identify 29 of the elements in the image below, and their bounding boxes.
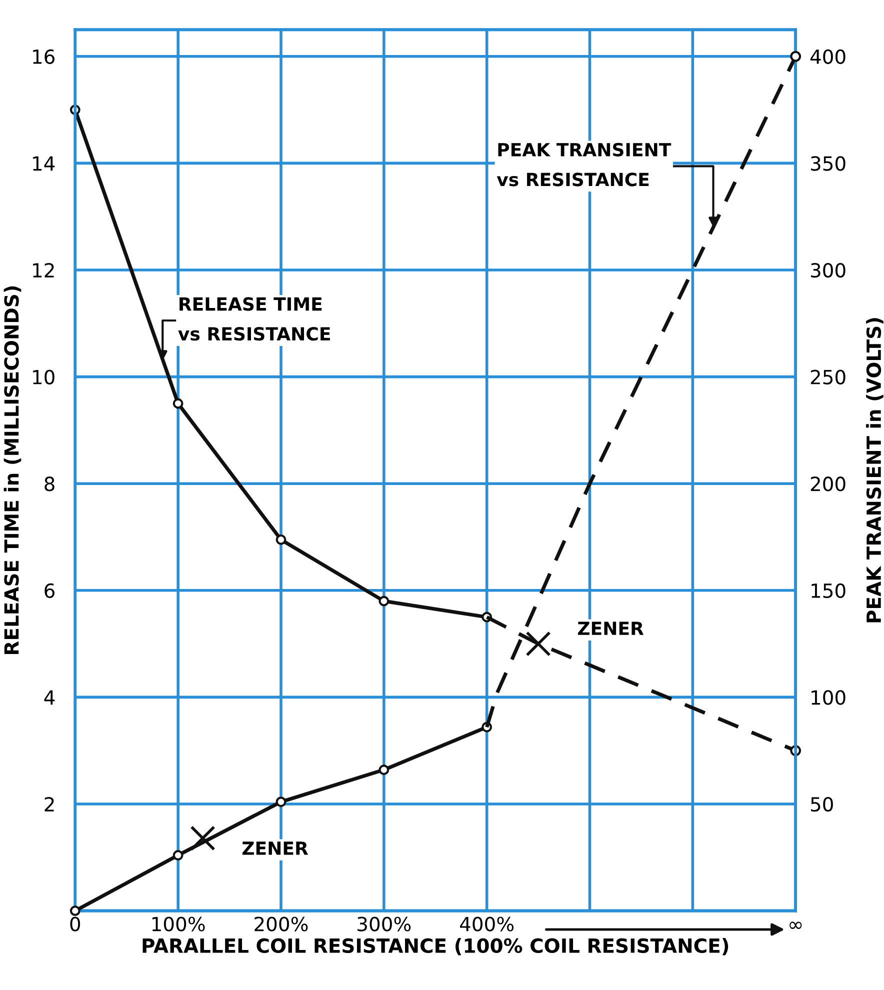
y2-tick-label: 300 <box>810 262 846 278</box>
y-tick-label: 4 <box>44 690 55 705</box>
annotation: RELEASE TIME vs RESISTANCE <box>178 297 330 341</box>
y2-tick-label: 250 <box>810 370 846 384</box>
x-tick-label: 0 <box>70 916 80 932</box>
x-tick-label: 200% <box>254 916 308 932</box>
y-tick-label: 10 <box>33 370 54 384</box>
y2-tick-label: 50 <box>810 796 833 812</box>
y2-axis-title: PEAK TRANSIENT in (VOLTS) <box>866 318 884 622</box>
y-tick-label: 14 <box>33 156 55 171</box>
x-tick-label: 100% <box>152 916 205 932</box>
y-tick-label: 6 <box>44 583 54 598</box>
y-tick-label: 2 <box>44 796 54 812</box>
annotation: PEAK TRANSIENT vs RESISTANCE <box>496 142 672 186</box>
y-axis-title: RELEASE TIME in (MILLISECONDS) <box>4 286 22 654</box>
y-tick-label: 16 <box>33 49 54 64</box>
y2-tick-label: 100 <box>812 690 846 705</box>
y2-tick-label: 400 <box>810 49 846 64</box>
x-axis-title: PARALLEL COIL RESISTANCE (100% COIL RESISTANCE) <box>142 938 728 956</box>
x-tick-label: ∞ <box>790 922 802 929</box>
y2-tick-label: 350 <box>810 156 846 171</box>
x-tick-label: 300% <box>358 916 411 932</box>
annotation: ZENER <box>578 622 644 635</box>
y2-tick-label: 200 <box>810 476 846 492</box>
y-tick-label: 12 <box>33 262 54 278</box>
y2-tick-label: 150 <box>812 583 846 598</box>
annotation: ZENER <box>242 842 308 855</box>
y-tick-label: 8 <box>44 476 54 492</box>
x-tick-label: 400% <box>460 916 514 932</box>
